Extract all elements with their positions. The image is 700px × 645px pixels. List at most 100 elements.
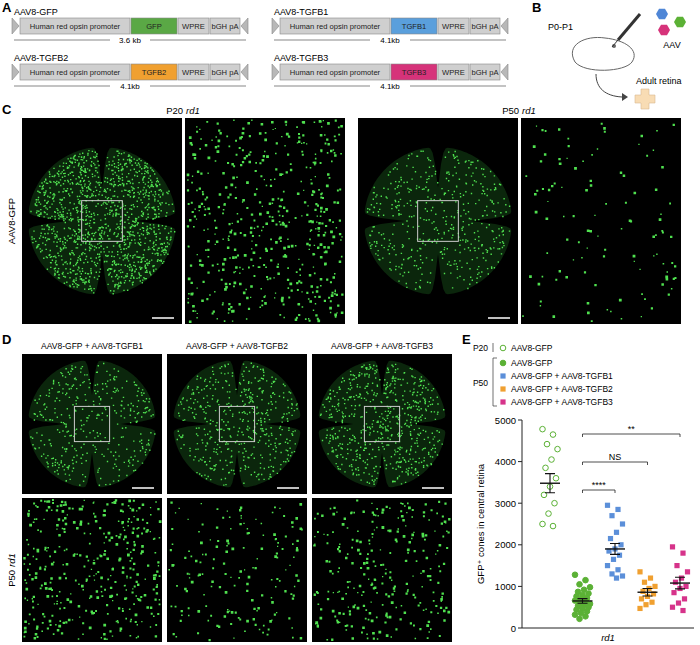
construct-name: AAV8-GFP: [14, 7, 58, 17]
sem-bar: [675, 577, 685, 589]
sem-bar: [643, 588, 653, 595]
scale-bar: [488, 317, 510, 319]
data-point: [614, 575, 619, 580]
data-point: [583, 577, 589, 583]
data-point: [540, 426, 546, 432]
y-tick-label: 2000: [495, 539, 516, 550]
scale-bar: [132, 487, 154, 489]
zoom-box: [82, 201, 123, 242]
legend: AAV8-GFP AAV8-GFP AAV8-GFP + AAV8-TGFB1 AAV…: [473, 343, 613, 407]
element-box: [178, 64, 209, 80]
element-label: bGH pA: [211, 22, 239, 31]
data-point: [605, 503, 610, 508]
construct-name: AAV8-TGFB2: [14, 53, 68, 63]
data-point: [540, 521, 546, 527]
zoom-box: [364, 406, 399, 441]
construct: AAV8-GFPHuman red opsin promoterGFPWPREb…: [12, 7, 248, 45]
data-point: [543, 465, 549, 471]
speckle: [168, 501, 302, 641]
data-point: [649, 600, 654, 605]
sem-bar: [578, 599, 588, 604]
element-box: [470, 18, 500, 34]
element-box: [470, 64, 500, 80]
virus-icon: [656, 9, 668, 19]
virus-label: AAV: [663, 40, 680, 50]
zoom-image: [312, 498, 452, 642]
series: [637, 569, 657, 611]
element-box: [391, 64, 437, 80]
data-point: [680, 608, 685, 613]
significance-line: [583, 490, 616, 493]
data-point: [618, 542, 623, 547]
axes: 010002000300040005000GFP⁺ cones in centr…: [475, 415, 694, 644]
construct: AAV8-TGFB2 Human red opsin promoter TGFB2 W…: [12, 53, 248, 91]
zoom-box: [219, 406, 254, 441]
legend-group: P50: [473, 378, 488, 388]
y-tick-label: 1000: [495, 581, 516, 592]
image-bg: [185, 118, 345, 324]
element-box: [280, 18, 390, 34]
data-point: [609, 571, 614, 576]
panel-letter: B: [532, 0, 541, 15]
element-label: Human red opsin promoter: [290, 22, 381, 31]
target-label: Adult retina: [636, 76, 682, 86]
element-box: [210, 18, 240, 34]
data-point: [673, 580, 678, 585]
element-box: [210, 64, 240, 80]
legend-bracket: [493, 343, 494, 352]
element-label: WPRE: [182, 22, 205, 31]
length-bg: [110, 35, 150, 45]
data-point: [680, 551, 685, 556]
data-point: [674, 563, 679, 568]
flatmount-image: [22, 354, 162, 494]
itr: [272, 64, 279, 80]
speckle: [313, 499, 450, 640]
length-bg: [370, 81, 410, 91]
speckle: [367, 151, 511, 290]
image-bg: [312, 354, 452, 494]
data-point: [615, 507, 620, 512]
data-point: [572, 612, 578, 618]
legend-label: AAV8-GFP: [511, 358, 553, 368]
construct-name: AAV8-TGFB1: [274, 7, 328, 17]
construct: AAV8-TGFB3Human red opsin promoterTGFB3W…: [272, 53, 508, 91]
data-point: [608, 536, 613, 541]
element-label: Human red opsin promoter: [30, 68, 121, 77]
flatmount-image: [22, 118, 182, 324]
length-label: 4.1kb: [380, 82, 400, 91]
data-point: [685, 569, 690, 574]
element-label: TGFB2: [142, 68, 166, 77]
speckle: [23, 499, 161, 640]
image-bg: [358, 118, 518, 324]
image-bg: [167, 498, 307, 642]
legend-label: AAV8-GFP + AAV8-TGFB3: [511, 397, 613, 407]
data-point: [555, 446, 561, 452]
itr: [272, 18, 279, 34]
significance: ****NS**: [583, 424, 681, 493]
data-point: [611, 557, 616, 562]
legend-label: AAV8-GFP + AAV8-TGFB1: [511, 371, 613, 381]
retina-icon: [635, 89, 655, 109]
mouse-pup: [572, 37, 634, 70]
speckle: [320, 364, 445, 485]
sem-bar: [610, 544, 620, 555]
data-point: [620, 573, 625, 578]
flatmount-image: [167, 354, 307, 494]
zoom-image: [185, 118, 345, 324]
image-bg: [312, 498, 452, 642]
y-axis: [522, 420, 523, 628]
element-box: [131, 64, 177, 80]
significance-label: NS: [609, 452, 622, 462]
y-tick: [518, 628, 522, 629]
legend-label: AAV8-GFP: [511, 343, 553, 353]
data-point: [572, 572, 578, 578]
element-label: bGH pA: [211, 68, 239, 77]
element-label: WPRE: [182, 68, 205, 77]
data-point: [544, 441, 550, 447]
y-tick-label: 0: [511, 623, 516, 634]
scale-bar: [422, 487, 444, 489]
element-box: [178, 18, 209, 34]
y-tick: [518, 544, 522, 545]
data-point: [546, 511, 552, 517]
data-point: [550, 523, 556, 529]
